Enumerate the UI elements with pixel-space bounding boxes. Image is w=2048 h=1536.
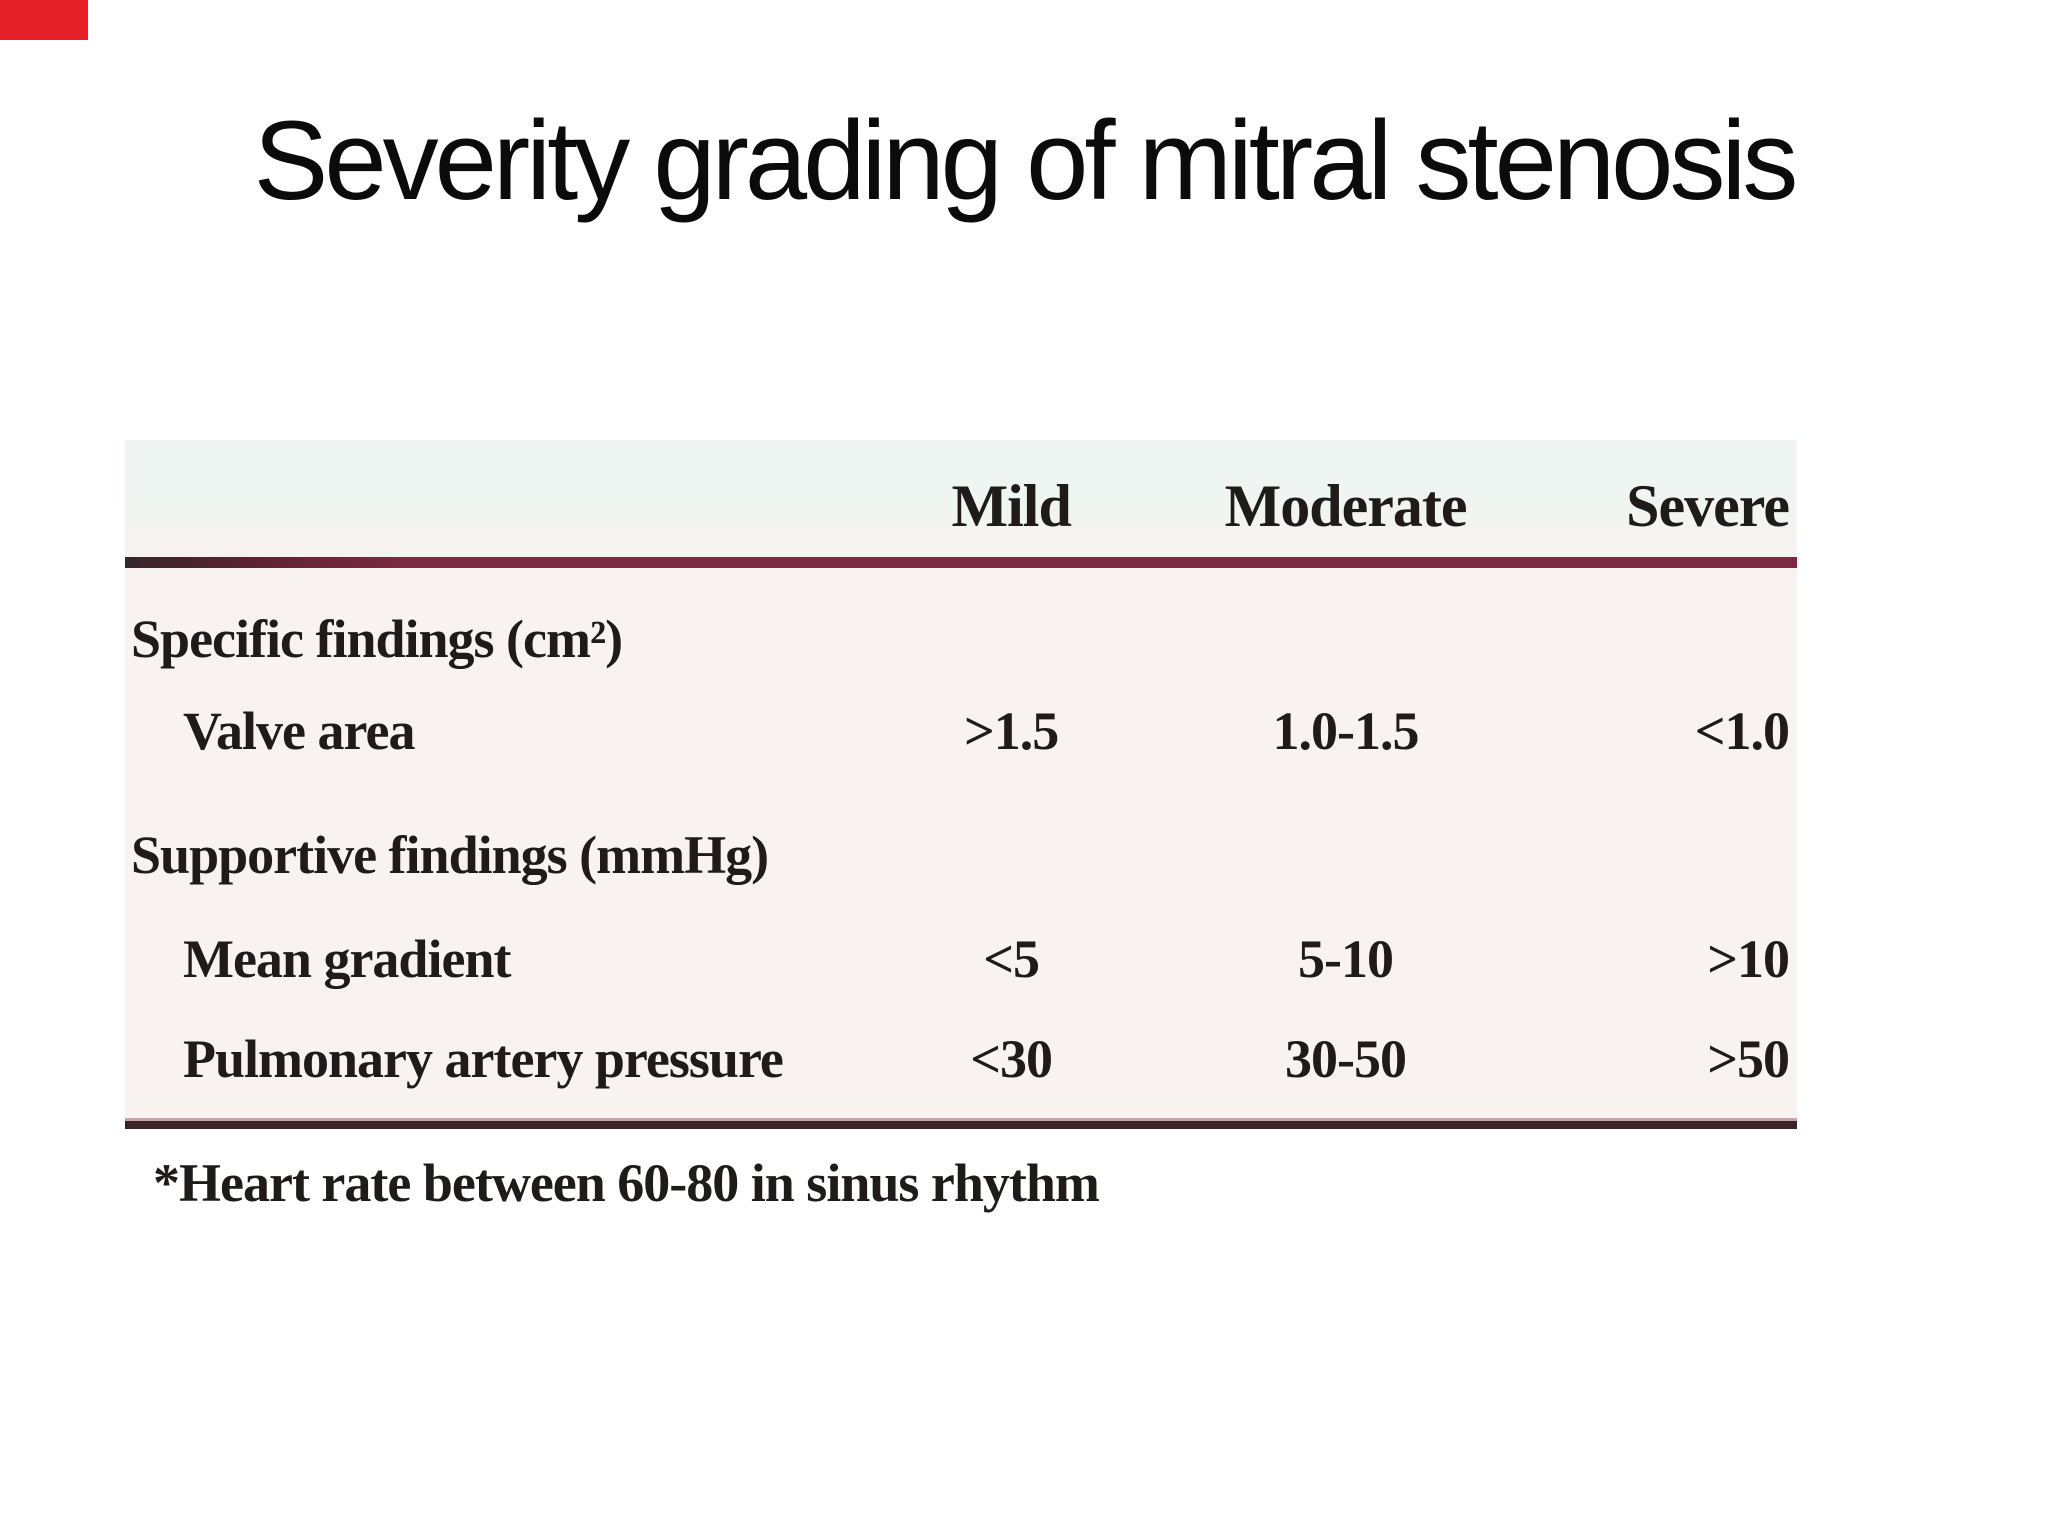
- row-label: Valve area: [183, 701, 415, 761]
- table-footnote: *Heart rate between 60-80 in sinus rhyth…: [153, 1153, 1100, 1213]
- severity-grading-table: Mild Moderate Severe Specific findings (…: [125, 440, 1797, 1129]
- red-corner-artifact: [0, 0, 88, 40]
- cell-severe: >50: [1707, 1029, 1790, 1089]
- slide-title: Severity grading of mitral stenosis: [253, 98, 1799, 223]
- column-header-moderate: Moderate: [1224, 473, 1468, 539]
- cell-moderate: 1.0-1.5: [1272, 701, 1420, 761]
- table-row-mean-gradient: Mean gradient <5 5-10 >10: [125, 918, 1797, 1000]
- table-row-specific-findings: Specific findings (cm²): [125, 598, 1797, 680]
- row-label: Pulmonary artery pressure: [183, 1029, 784, 1089]
- column-header-severe: Severe: [1626, 473, 1790, 539]
- cell-mild: <5: [983, 929, 1040, 989]
- cell-mild: >1.5: [964, 701, 1059, 761]
- cell-severe: >10: [1707, 929, 1790, 989]
- table-top-rule: [125, 557, 1797, 568]
- cell-mild: <30: [970, 1029, 1053, 1089]
- table-row-valve-area: Valve area >1.5 1.0-1.5 <1.0: [125, 690, 1797, 772]
- table-row-pulmonary-artery-pressure: Pulmonary artery pressure <30 30-50 >50: [125, 1018, 1797, 1100]
- cell-moderate: 5-10: [1298, 929, 1394, 989]
- table-bottom-rule: [125, 1118, 1797, 1129]
- column-header-mild: Mild: [951, 473, 1071, 539]
- table-row-supportive-findings: Supportive findings (mmHg): [125, 814, 1797, 896]
- row-label: Mean gradient: [183, 929, 511, 989]
- table-header-row: Mild Moderate Severe: [125, 440, 1797, 557]
- header-empty: [125, 541, 861, 557]
- row-label: Supportive findings (mmHg): [131, 825, 769, 885]
- cell-moderate: 30-50: [1285, 1029, 1407, 1089]
- cell-severe: <1.0: [1694, 701, 1790, 761]
- row-label: Specific findings (cm²): [131, 609, 623, 669]
